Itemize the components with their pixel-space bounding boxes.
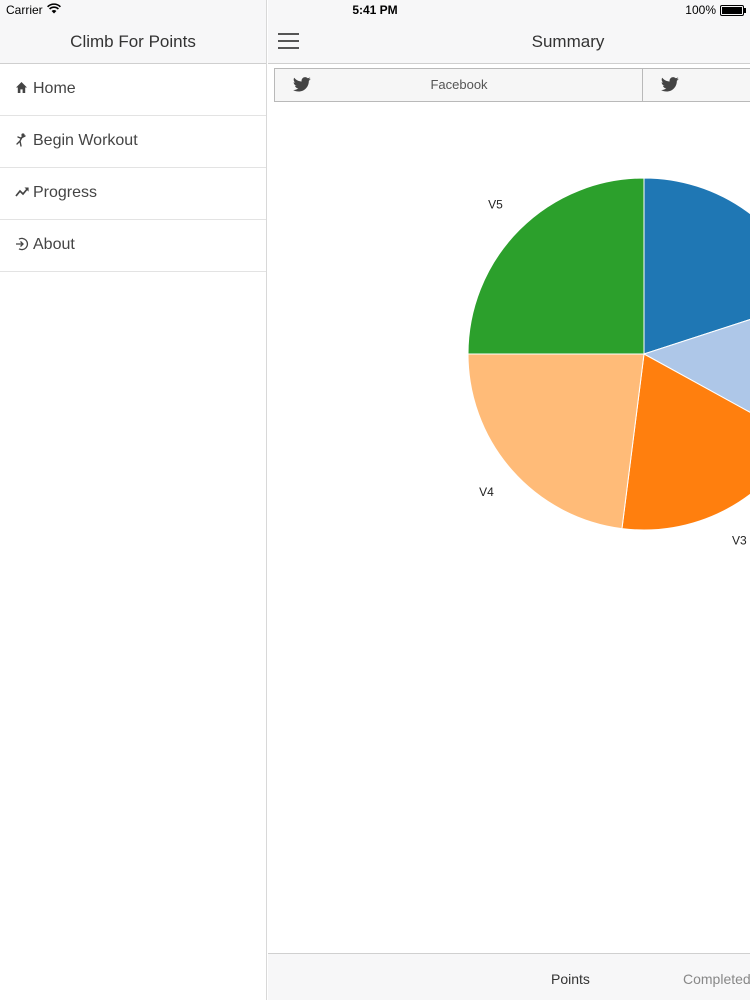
clock: 5:41 PM (352, 3, 398, 17)
pie-label-v5: V5 (488, 198, 503, 212)
home-icon (15, 81, 29, 95)
wifi-icon (47, 3, 61, 17)
facebook-label: Facebook (430, 77, 488, 92)
share-bar: Facebook (274, 68, 750, 102)
pie-slice-v5 (467, 177, 645, 355)
twitter-bird-icon (293, 77, 311, 92)
tab-completed[interactable]: Completed (683, 971, 750, 987)
battery-percentage: 100% (685, 3, 716, 17)
twitter-share-button[interactable] (642, 68, 750, 102)
sidebar-item-home[interactable]: Home (0, 64, 266, 116)
main-panel: Summary Facebook V3 V4 V5 Points Completed (268, 0, 750, 1000)
trend-icon (15, 185, 29, 199)
pie-slice-v4 (467, 353, 645, 530)
carrier-label: Carrier (6, 3, 43, 17)
pie-slice-v3 (621, 353, 750, 531)
nav-bar: Summary (268, 0, 750, 64)
pie-label-v4: V4 (479, 485, 494, 499)
pie-slice-unlabeled-1 (642, 319, 750, 413)
sidebar-item-progress[interactable]: Progress (0, 168, 266, 220)
sidebar-item-label: Progress (33, 184, 98, 201)
sidebar-item-label: About (33, 236, 75, 253)
hamburger-menu-icon[interactable] (278, 33, 299, 49)
twitter-bird-icon (661, 77, 679, 92)
sidebar-item-about[interactable]: About (0, 220, 266, 272)
points-pie-chart: V3 V4 V5 (467, 177, 750, 547)
sidebar: Climb For Points Home Begin Workout Prog… (0, 0, 267, 1000)
status-bar: Carrier 5:41 PM 100% (0, 0, 750, 20)
facebook-share-button[interactable]: Facebook (274, 68, 644, 102)
pie-slice-unlabeled-0 (643, 177, 750, 355)
page-title: Summary (531, 32, 605, 51)
climber-icon (15, 133, 29, 147)
tab-bar: Points Completed (268, 953, 750, 1000)
battery-icon (720, 5, 746, 16)
pie-label-v3: V3 (732, 533, 747, 547)
tab-points[interactable]: Points (551, 971, 590, 987)
sidebar-title: Climb For Points (70, 32, 196, 51)
sidebar-header: Climb For Points (0, 0, 266, 64)
sidebar-item-begin-workout[interactable]: Begin Workout (0, 116, 266, 168)
sign-in-icon (15, 237, 29, 251)
sidebar-item-label: Begin Workout (33, 132, 138, 149)
sidebar-item-label: Home (33, 80, 76, 97)
